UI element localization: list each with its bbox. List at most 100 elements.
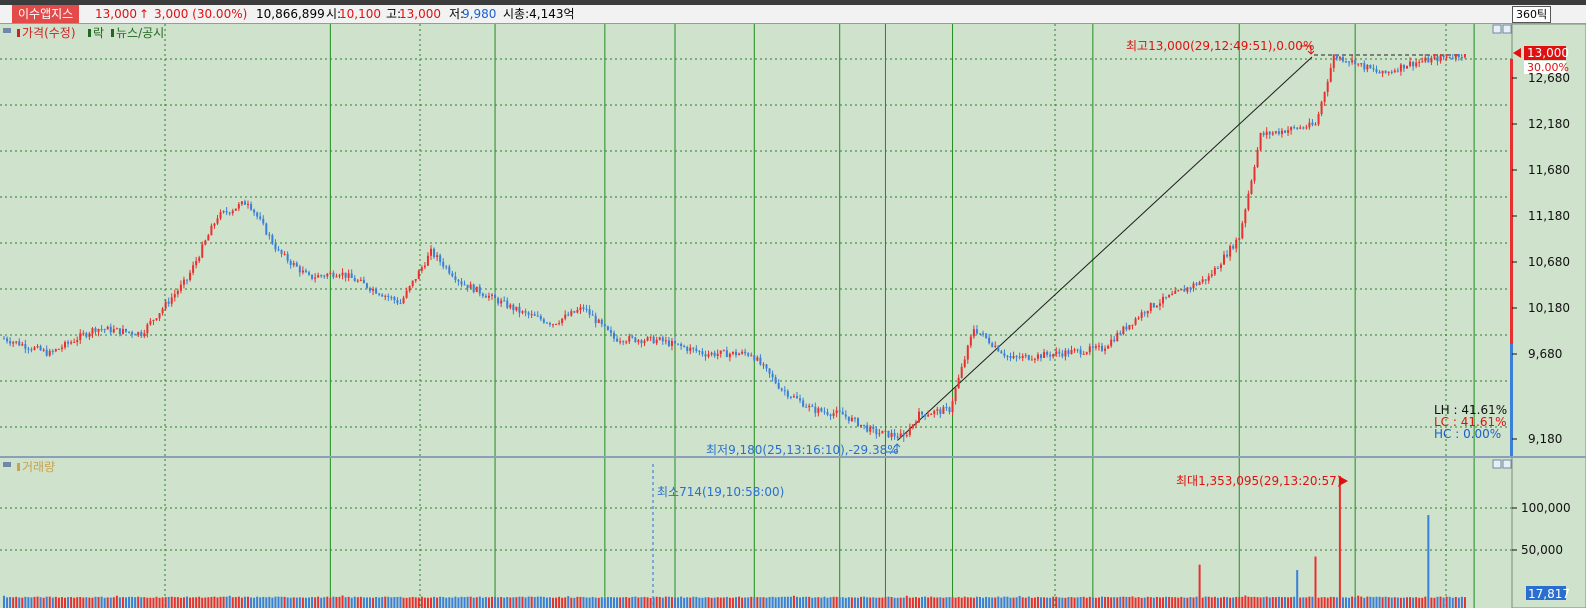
candle[interactable] [173, 289, 176, 302]
volume-bar[interactable] [350, 597, 353, 608]
volume-bar[interactable] [481, 597, 484, 608]
volume-bar[interactable] [60, 597, 63, 608]
candle[interactable] [689, 344, 692, 355]
candle[interactable] [1046, 350, 1049, 358]
volume-bar[interactable] [1399, 597, 1402, 608]
volume-bar[interactable] [1189, 597, 1192, 608]
volume-bar[interactable] [76, 597, 79, 608]
volume-bar[interactable] [298, 597, 301, 608]
volume-bar[interactable] [1079, 596, 1082, 608]
volume-bar[interactable] [829, 597, 832, 608]
candle[interactable] [1421, 57, 1424, 63]
candle[interactable] [902, 430, 905, 442]
volume-bar[interactable] [70, 597, 73, 608]
candle[interactable] [1284, 129, 1286, 134]
candle[interactable] [1024, 352, 1027, 359]
candle[interactable] [805, 403, 808, 408]
candle[interactable] [469, 281, 472, 289]
volume-bar[interactable] [1116, 597, 1119, 608]
candle[interactable] [1329, 63, 1332, 83]
candle[interactable] [189, 269, 192, 282]
volume-bar[interactable] [1088, 596, 1091, 608]
candle[interactable] [1439, 54, 1442, 64]
candle[interactable] [658, 336, 661, 341]
volume-bar[interactable] [527, 596, 530, 608]
volume-bar[interactable] [622, 597, 625, 608]
volume-bar[interactable] [1341, 597, 1344, 608]
candle[interactable] [1390, 69, 1393, 75]
price-axis-area[interactable] [1511, 24, 1586, 608]
candle[interactable] [500, 297, 503, 307]
candle[interactable] [921, 410, 924, 418]
volume-bar[interactable] [1415, 597, 1418, 608]
candle[interactable] [317, 272, 320, 278]
candle[interactable] [972, 325, 975, 339]
volume-bar[interactable] [936, 597, 939, 608]
candle[interactable] [308, 270, 310, 276]
candle[interactable] [67, 339, 70, 348]
volume-bar[interactable] [558, 596, 561, 608]
volume-bar[interactable] [887, 596, 890, 608]
volume-bar[interactable] [674, 597, 676, 608]
volume-bar[interactable] [219, 596, 222, 608]
volume-bar[interactable] [927, 597, 930, 608]
candle[interactable] [924, 414, 927, 421]
candle[interactable] [570, 308, 573, 317]
candle[interactable] [936, 406, 939, 416]
volume-bar[interactable] [149, 597, 152, 608]
volume-bar[interactable] [783, 596, 786, 608]
volume-bar[interactable] [347, 596, 350, 608]
volume-bar[interactable] [762, 597, 765, 608]
candle[interactable] [512, 303, 515, 315]
candle[interactable] [91, 327, 94, 339]
candle[interactable] [1201, 276, 1204, 285]
candle[interactable] [680, 342, 683, 350]
volume-bar[interactable] [951, 597, 954, 608]
volume-bar[interactable] [335, 596, 338, 608]
volume-bar[interactable] [405, 597, 408, 608]
volume-bar[interactable] [1168, 596, 1171, 608]
tick-interval-button[interactable]: 360틱 [1512, 6, 1552, 23]
volume-bar[interactable] [1271, 597, 1274, 608]
candle[interactable] [198, 255, 201, 264]
candle[interactable] [1341, 54, 1344, 63]
candle[interactable] [186, 279, 188, 285]
candle[interactable] [164, 299, 167, 311]
volume-bar[interactable] [1451, 597, 1454, 608]
candle[interactable] [579, 304, 582, 314]
volume-bar[interactable] [186, 596, 188, 608]
candle[interactable] [326, 272, 329, 279]
candle[interactable] [899, 429, 902, 439]
volume-bar[interactable] [375, 596, 378, 608]
candle[interactable] [222, 210, 225, 214]
candle[interactable] [847, 416, 850, 424]
candle[interactable] [506, 297, 509, 310]
volume-bar[interactable] [1128, 596, 1131, 608]
candle[interactable] [1012, 351, 1015, 360]
candle[interactable] [735, 348, 737, 358]
candle[interactable] [1070, 345, 1073, 355]
candle[interactable] [146, 322, 149, 338]
candle[interactable] [1180, 288, 1183, 291]
candle[interactable] [103, 328, 106, 334]
candle[interactable] [948, 406, 951, 415]
candle[interactable] [1094, 343, 1097, 351]
candle[interactable] [448, 264, 451, 275]
candle[interactable] [1097, 342, 1100, 351]
volume-bar[interactable] [536, 596, 539, 608]
volume-bar[interactable] [1070, 597, 1073, 608]
candle[interactable] [1241, 220, 1244, 240]
volume-bar[interactable] [872, 597, 875, 608]
candle[interactable] [301, 266, 304, 275]
volume-bar[interactable] [902, 597, 905, 608]
volume-bar[interactable] [243, 596, 246, 608]
volume-bar[interactable] [152, 597, 155, 608]
volume-bar[interactable] [1326, 597, 1329, 608]
volume-bar[interactable] [988, 597, 991, 608]
volume-bar[interactable] [512, 597, 515, 608]
candle[interactable] [829, 413, 832, 420]
volume-bar[interactable] [823, 596, 826, 608]
volume-bar[interactable] [1107, 596, 1110, 608]
candle[interactable] [539, 314, 542, 322]
candle[interactable] [1055, 347, 1058, 357]
